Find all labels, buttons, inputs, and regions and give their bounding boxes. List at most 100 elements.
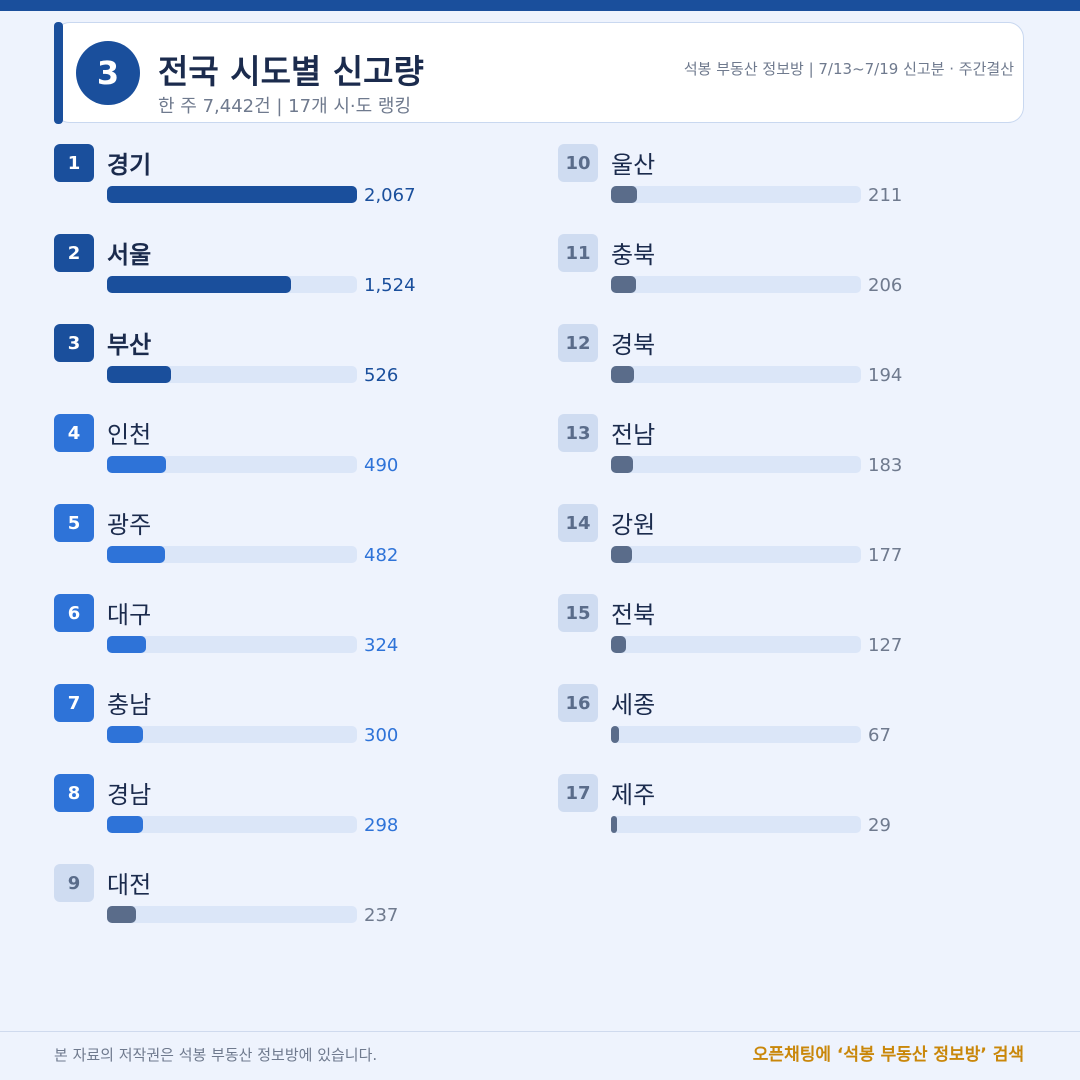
rank-badge: 9 — [54, 864, 94, 902]
region-name: 강원 — [611, 511, 656, 539]
rank-row: 8 경남 298 — [54, 773, 434, 863]
bar-10 — [611, 186, 637, 203]
header-card — [54, 22, 1024, 123]
bar-12 — [611, 366, 635, 383]
region-name: 경북 — [611, 331, 656, 359]
bar-9 — [107, 906, 136, 923]
rank-row: 2 서울 1,524 — [54, 233, 434, 323]
page-subtitle: 한 주 7,442건 | 17개 시·도 랭킹 — [158, 96, 412, 117]
bar-track — [107, 546, 357, 563]
bar-2 — [107, 276, 292, 293]
bar-13 — [611, 456, 634, 473]
rank-badge: 7 — [54, 684, 94, 722]
top-accent-bar — [0, 0, 1080, 11]
rank-row: 10 울산 211 — [558, 143, 938, 233]
rank-badge: 17 — [558, 774, 598, 812]
rank-row: 15 전북 127 — [558, 593, 938, 683]
rank-badge: 10 — [558, 144, 598, 182]
region-name: 전북 — [611, 601, 656, 629]
region-name: 인천 — [107, 421, 152, 449]
bar-7 — [107, 726, 144, 743]
value-label: 237 — [364, 905, 399, 926]
bar-track — [611, 456, 861, 473]
rank-badge: 1 — [54, 144, 94, 182]
region-name: 경기 — [107, 151, 152, 179]
rank-row: 7 충남 300 — [54, 683, 434, 773]
bar-11 — [611, 276, 636, 293]
bar-track — [611, 366, 861, 383]
footer-divider — [0, 1031, 1080, 1032]
bar-17 — [611, 816, 617, 833]
value-label: 298 — [364, 815, 399, 836]
value-label: 490 — [364, 455, 399, 476]
value-label: 67 — [868, 725, 891, 746]
rank-badge: 3 — [54, 324, 94, 362]
region-name: 서울 — [107, 241, 152, 269]
region-name: 대구 — [107, 601, 152, 629]
region-name: 세종 — [611, 691, 656, 719]
bar-8 — [107, 816, 144, 833]
bar-track — [107, 186, 357, 203]
rank-row: 11 충북 206 — [558, 233, 938, 323]
value-label: 177 — [868, 545, 903, 566]
rank-row: 14 강원 177 — [558, 503, 938, 593]
bar-track — [611, 186, 861, 203]
copyright-notice: 본 자료의 저작권은 석봉 부동산 정보방에 있습니다. — [54, 1046, 378, 1064]
rank-row: 17 제주 29 — [558, 773, 938, 863]
bar-track — [611, 546, 861, 563]
bar-track — [107, 276, 357, 293]
region-name: 충남 — [107, 691, 152, 719]
page-title: 전국 시도별 신고량 — [158, 52, 424, 91]
bar-track — [107, 456, 357, 473]
region-name: 울산 — [611, 151, 656, 179]
rank-badge: 4 — [54, 414, 94, 452]
region-name: 광주 — [107, 511, 152, 539]
bar-track — [107, 366, 357, 383]
rank-badge: 15 — [558, 594, 598, 632]
bar-track — [107, 816, 357, 833]
region-name: 경남 — [107, 781, 152, 809]
bar-track — [611, 726, 861, 743]
rank-row: 13 전남 183 — [558, 413, 938, 503]
value-label: 2,067 — [364, 185, 416, 206]
region-name: 부산 — [107, 331, 152, 359]
open-chat-cta: 오픈채팅에 ‘석봉 부동산 정보방’ 검색 — [752, 1045, 1024, 1065]
bar-track — [107, 636, 357, 653]
rank-row: 1 경기 2,067 — [54, 143, 434, 233]
bar-6 — [107, 636, 147, 653]
value-label: 183 — [868, 455, 903, 476]
bar-1 — [107, 186, 357, 203]
rank-row: 16 세종 67 — [558, 683, 938, 773]
rank-badge: 16 — [558, 684, 598, 722]
value-label: 127 — [868, 635, 903, 656]
rank-row: 12 경북 194 — [558, 323, 938, 413]
bar-track — [611, 636, 861, 653]
rank-row: 6 대구 324 — [54, 593, 434, 683]
rank-badge: 2 — [54, 234, 94, 272]
bar-4 — [107, 456, 167, 473]
rank-badge: 5 — [54, 504, 94, 542]
bar-3 — [107, 366, 171, 383]
value-label: 300 — [364, 725, 399, 746]
value-label: 206 — [868, 275, 903, 296]
rank-badge: 13 — [558, 414, 598, 452]
value-label: 526 — [364, 365, 399, 386]
region-name: 충북 — [611, 241, 656, 269]
bar-14 — [611, 546, 633, 563]
bar-15 — [611, 636, 627, 653]
value-label: 324 — [364, 635, 399, 656]
rank-badge: 11 — [558, 234, 598, 272]
value-label: 211 — [868, 185, 903, 206]
bar-track — [611, 276, 861, 293]
value-label: 194 — [868, 365, 903, 386]
rank-row: 4 인천 490 — [54, 413, 434, 503]
header-accent-stripe — [54, 22, 63, 124]
header-meta: 석봉 부동산 정보방 | 7/13~7/19 신고분 · 주간결산 — [683, 60, 1014, 78]
bar-track — [107, 726, 357, 743]
region-name: 제주 — [611, 781, 656, 809]
value-label: 29 — [868, 815, 891, 836]
region-name: 대전 — [107, 871, 152, 899]
rank-badge: 12 — [558, 324, 598, 362]
bar-5 — [107, 546, 166, 563]
rank-badge: 14 — [558, 504, 598, 542]
